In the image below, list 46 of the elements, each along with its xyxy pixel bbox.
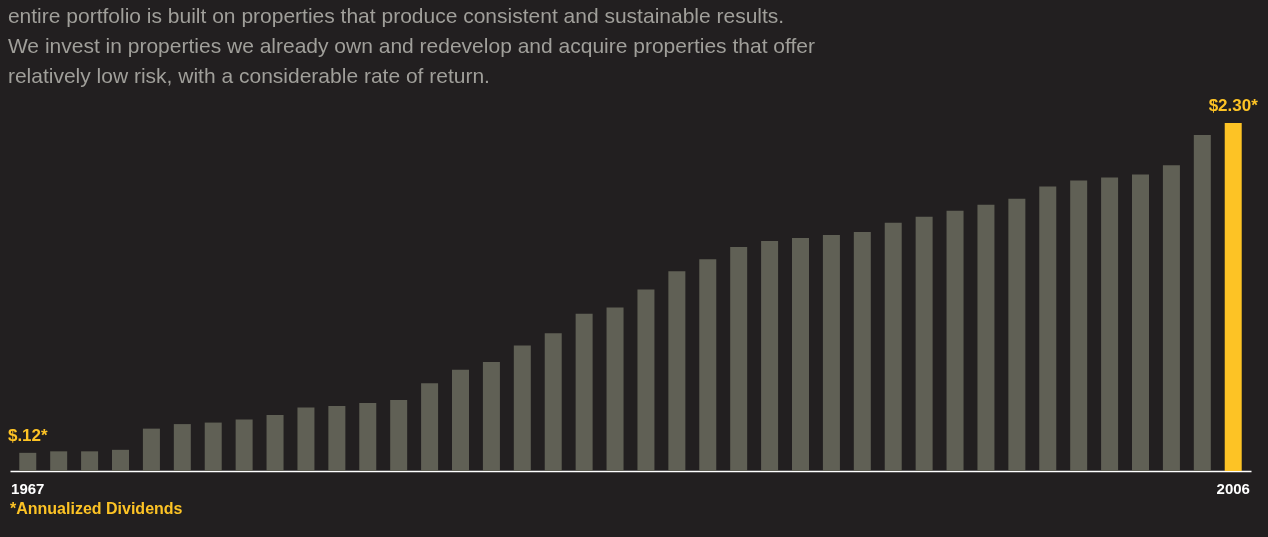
bar [1039,186,1057,471]
bar [266,415,284,471]
chart-title: entire portfolio is built on properties that produce consistent and sustainable results. We invest in properties we already own and redevelop and acquire properties that offer relatively low risk, with a considerable rate of return. [7,4,815,87]
text: *Annualized Dividends [10,500,184,518]
x-tick-label: 1967 [11,479,45,497]
bar [297,407,315,471]
bar [81,451,99,471]
bar [390,399,408,471]
bar [482,362,500,471]
bar [173,424,191,471]
data-label: $.12* [7,425,49,445]
bar [637,289,655,471]
bar [792,237,809,471]
bar [235,419,253,471]
bar [946,210,964,471]
bar [1008,198,1026,471]
bar [1101,177,1119,471]
bar [699,259,717,471]
bar [452,369,469,471]
bar [915,216,933,471]
bar [204,422,222,471]
bar [575,313,593,471]
bar [1193,135,1211,471]
bar [853,231,871,471]
bar [822,234,840,471]
bar [19,452,37,471]
bar [1070,180,1088,471]
data-label: $2.30* [1208,96,1259,115]
x-tick-label: 2006 [1216,479,1250,497]
bar [544,333,562,471]
bar [1132,174,1149,471]
bar [421,383,439,471]
bar [977,204,995,471]
bar [142,428,160,471]
bar [1162,165,1180,471]
bar [884,222,902,471]
bar [1224,123,1242,471]
bar [359,402,377,471]
bar [761,241,779,471]
bar [668,271,686,471]
bar [50,451,68,471]
bar [112,449,129,471]
bar [730,247,748,471]
bar [606,307,624,471]
bar [328,405,346,471]
bar [513,345,531,471]
